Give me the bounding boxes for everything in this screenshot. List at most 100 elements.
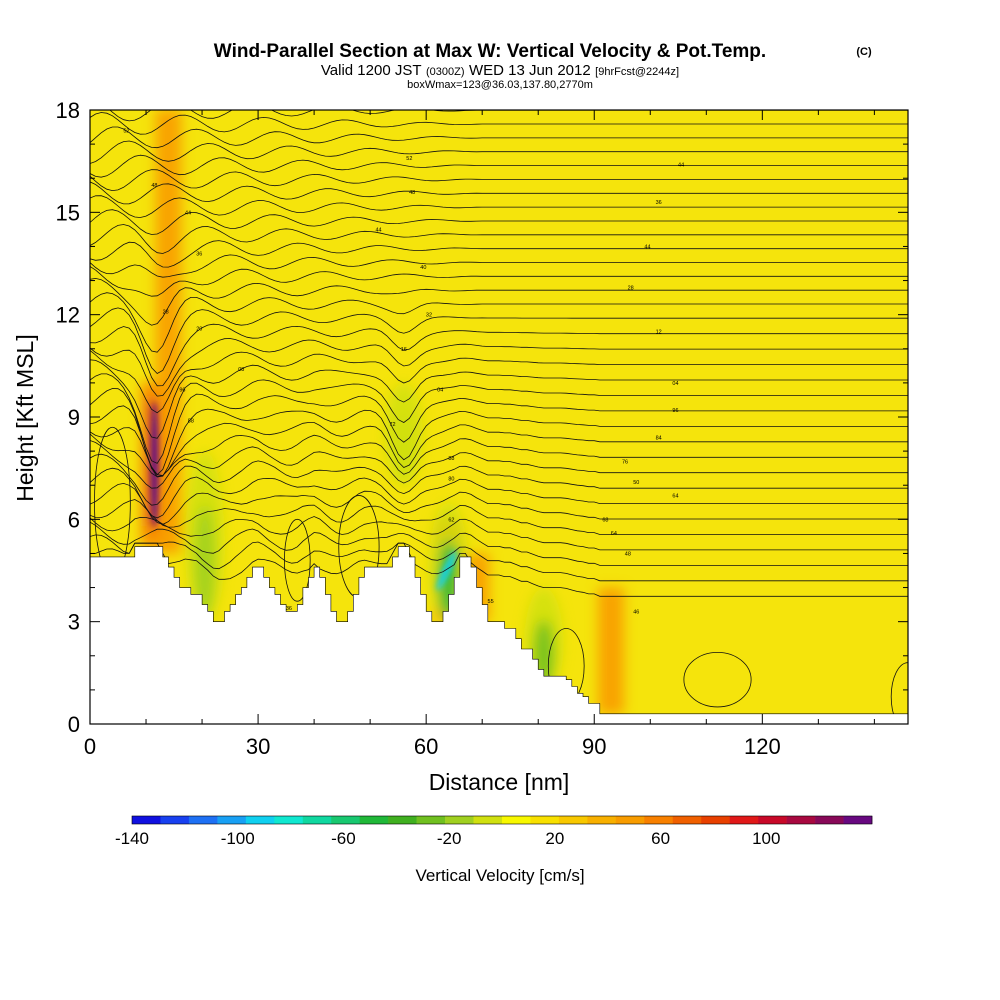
theta-contour [90,292,908,353]
colorbar-swatch [758,816,787,824]
y-tick-label: 18 [56,98,80,123]
colorbar-swatch [644,816,674,824]
y-tick-label: 15 [56,200,80,225]
theta-contour [90,499,908,535]
y-tick-label: 6 [68,507,80,532]
colorbar-tick-label: -100 [221,829,255,848]
updraft-zone [155,110,182,554]
colorbar-swatch [245,816,275,824]
contour-label: 32 [426,313,432,319]
colorbar-swatch [416,816,446,824]
contour-label: 46 [633,609,639,615]
colorbar: -140 -100 -60 -20 20 60 100 [115,815,873,848]
contour-label: 04 [672,381,678,387]
contour-label: 72 [389,422,395,428]
contour-label: 40 [420,265,426,271]
theta-contour [90,440,908,489]
contour-label: 68 [602,517,608,523]
contour-label: 76 [622,459,628,465]
copyright-mark: (C) [856,46,872,58]
theta-contour [90,521,908,566]
x-tick-label: 90 [582,734,606,759]
theta-contour-closed [683,651,752,708]
contour-label: 96 [672,408,678,414]
theta-contour [90,224,908,254]
theta-contour [90,516,908,551]
theta-contour [90,266,908,297]
colorbar-swatch [445,816,474,824]
colorbar-swatch [587,816,617,824]
updraft-max-core [150,401,159,528]
colorbar-label: Vertical Velocity [cm/s] [415,866,584,885]
x-tick-label: 60 [414,734,438,759]
contour-label: 52 [406,156,412,162]
colorbar-swatch [132,816,161,824]
contour-label: 62 [448,517,454,523]
terrain-profile [90,546,908,724]
contour-label: 28 [163,309,169,315]
contour-label: 36 [656,200,662,206]
subtitle-date: WED 13 Jun 2012 [469,62,591,79]
theta-contour [90,467,908,519]
theta-contour [90,388,908,476]
theta-contour [90,373,908,464]
contour-labels: 52 48 44 36 28 20 08 96 88 52 48 44 40 32 16 04 72 88 80 62… [123,128,684,615]
contour-label: 44 [185,210,191,216]
theta-contour [90,542,908,597]
contour-label: 52 [123,128,129,134]
colorbar-swatch [729,816,759,824]
colorbar-swatch [188,816,218,824]
colorbar-swatch [473,816,503,824]
contour-label: 44 [375,227,381,233]
theta-contour [90,338,908,397]
downdraft-core [393,415,414,484]
contour-label: 28 [628,285,634,291]
theta-contour-closed [284,518,311,602]
colorbar-swatch [558,816,588,824]
colorbar-tick-label: 20 [545,829,564,848]
subtitle-forecast: [9hrFcst@2244z] [595,66,679,78]
contour-label: 20 [196,326,202,332]
plot-area: 52 48 44 36 28 20 08 96 88 52 48 44 40 32 16 04 72 88 80 62… [90,110,908,724]
x-axis-label: Distance [nm] [429,769,570,795]
colorbar-frame [131,815,873,825]
x-tick-label: 120 [744,734,781,759]
contour-label: 80 [448,476,454,482]
colorbar-tick-label: -20 [437,829,462,848]
theta-contour [90,112,908,135]
theta-contour [90,254,908,278]
colorbar-swatch [615,816,645,824]
theta-contour [90,169,908,192]
contour-label: 36 [286,606,292,612]
theta-contour [90,482,908,525]
theta-contour [90,209,908,235]
colorbar-swatch [843,816,873,824]
y-tick-label: 3 [68,610,80,635]
contour-label: 64 [611,531,617,537]
colorbar-swatch [815,816,844,824]
theta-contour [90,323,908,387]
colorbar-swatch [302,816,332,824]
theta-contour [90,195,908,218]
colorbar-swatch [530,816,560,824]
theta-contour [90,181,908,205]
potential-temperature-contours [90,110,908,724]
terrain [90,546,908,724]
subtitle-valid-time: Valid 1200 JST [321,62,422,79]
theta-contour [90,277,908,326]
contour-label: 96 [179,388,185,394]
theta-contour [90,433,908,478]
theta-contour [90,240,908,268]
chart-title: Wind-Parallel Section at Max W: Vertical… [214,41,766,62]
colorbar-swatch [701,816,730,824]
subtitle-utc-time: (0300Z) [426,66,465,78]
contour-label: 84 [656,435,662,441]
theta-contour [90,359,908,439]
x-tick-label: 0 [84,734,96,759]
contour-label: 44 [644,244,650,250]
contour-label: 04 [437,388,443,394]
y-tick-label: 12 [56,303,80,328]
contour-label: 48 [625,551,631,557]
updraft-zone [598,587,625,714]
